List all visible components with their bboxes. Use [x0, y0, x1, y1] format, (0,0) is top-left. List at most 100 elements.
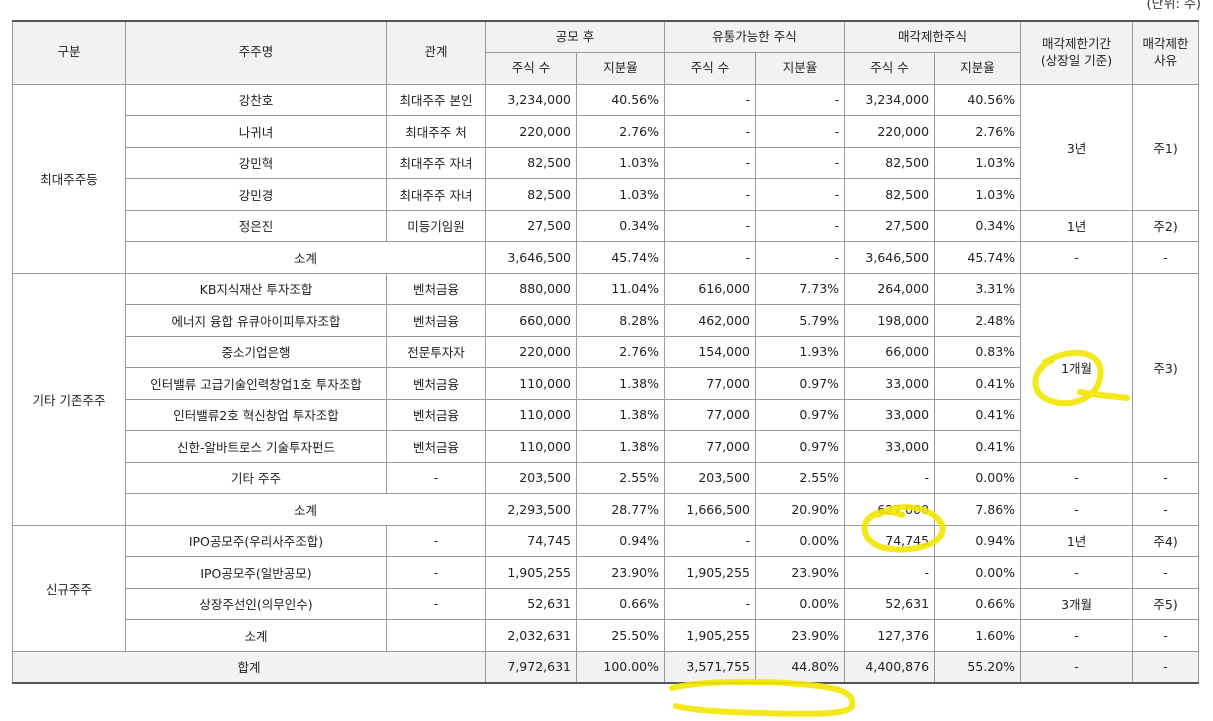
post-ipo-shares: 52,631: [485, 587, 577, 620]
tradable-ratio: 0.97%: [755, 430, 846, 463]
table-row: 강민경 최대주주 자녀 82,500 1.03% - - 82,500 1.03…: [13, 178, 1199, 211]
tradable-shares: -: [664, 524, 757, 557]
post-ipo-shares: 110,000: [485, 430, 577, 463]
relation-cell: 벤처금융: [386, 304, 486, 337]
restricted-ratio: 0.94%: [934, 524, 1022, 557]
total-label: 합계: [12, 650, 486, 683]
restricted-shares: 27,500: [844, 209, 936, 242]
post-ipo-ratio: 23.90%: [575, 556, 666, 589]
restricted-shares: 3,234,000: [844, 83, 936, 116]
tradable-shares: 1,666,500: [664, 493, 757, 526]
tradable-ratio: -: [755, 178, 846, 211]
header-restricted: 매각제한주식: [844, 20, 1022, 53]
restricted-shares: 627,000: [844, 493, 936, 526]
tradable-shares: 3,571,755: [664, 650, 757, 683]
post-ipo-ratio: 40.56%: [575, 83, 666, 116]
relation-cell: 최대주주 처: [386, 115, 486, 148]
subtotal-row: 소계 3,646,500 45.74% - - 3,646,500 45.74%…: [13, 241, 1200, 274]
restricted-shares: 33,000: [844, 398, 936, 431]
restricted-ratio: 0.41%: [934, 367, 1022, 400]
post-ipo-ratio: 45.74%: [575, 241, 666, 274]
post-ipo-ratio: 0.66%: [575, 587, 666, 620]
tradable-ratio: 0.00%: [755, 524, 846, 557]
restricted-ratio: 2.76%: [934, 115, 1022, 148]
restricted-shares: -: [844, 461, 936, 494]
shareholder-table: 구분 주주명 관계 공모 후 유통가능한 주식 매각제한주식 매각제한기간 (상…: [12, 20, 1200, 684]
tradable-shares: 203,500: [664, 461, 757, 494]
restriction-period: -: [1020, 461, 1134, 494]
restricted-ratio: 0.41%: [934, 430, 1022, 463]
relation-cell: 최대주주 본인: [386, 83, 486, 116]
relation-cell: -: [386, 556, 486, 589]
relation-cell: 벤처금융: [386, 430, 486, 463]
restricted-ratio: 1.03%: [934, 178, 1022, 211]
restriction-period: 3년: [1020, 83, 1134, 211]
tradable-ratio: 23.90%: [755, 556, 846, 589]
tradable-ratio: 0.97%: [755, 398, 846, 431]
header-ratio: 지분율: [934, 52, 1022, 85]
tradable-ratio: 2.55%: [755, 461, 846, 494]
restricted-ratio: 0.00%: [934, 461, 1022, 494]
tradable-shares: -: [664, 241, 757, 274]
tradable-shares: -: [664, 178, 757, 211]
tradable-ratio: 0.97%: [755, 367, 846, 400]
subtotal-label: 소계: [125, 493, 486, 526]
shareholder-name: 에너지 융합 유큐아이피투자조합: [125, 304, 387, 337]
table-row: IPO공모주(일반공모) - 1,905,255 23.90% 1,905,25…: [13, 556, 1200, 589]
restriction-reason: 주2): [1132, 209, 1200, 242]
post-ipo-shares: 7,972,631: [485, 650, 577, 683]
restriction-reason: -: [1132, 493, 1200, 526]
post-ipo-shares: 220,000: [485, 115, 577, 148]
table-row: 기타 기존주주 KB지식재산 투자조합 벤처금융 880,000 11.04% …: [12, 272, 1200, 526]
shareholder-name: IPO공모주(우리사주조합): [125, 524, 387, 557]
post-ipo-ratio: 1.03%: [575, 146, 666, 179]
restriction-period: -: [1020, 619, 1134, 652]
tradable-ratio: 1.93%: [755, 335, 846, 368]
tradable-shares: 77,000: [664, 430, 757, 463]
tradable-shares: 77,000: [664, 398, 757, 431]
shareholder-name: 인터밸류 고급기술인력창업1호 투자조합: [125, 367, 387, 400]
subtotal-label: 소계: [125, 241, 486, 274]
tradable-shares: -: [664, 115, 757, 148]
group-label: 기타 기존주주: [12, 272, 126, 526]
restricted-ratio: 0.66%: [934, 587, 1022, 620]
restricted-ratio: 3.31%: [934, 272, 1022, 305]
post-ipo-ratio: 8.28%: [575, 304, 666, 337]
highlight-underline-total: [669, 678, 856, 717]
restricted-shares: 198,000: [844, 304, 936, 337]
restriction-reason: -: [1132, 619, 1200, 652]
header-category: 구분: [12, 20, 126, 85]
restricted-shares: 4,400,876: [844, 650, 936, 683]
tradable-shares: 616,000: [664, 272, 757, 305]
header-post-ipo: 공모 후: [484, 20, 666, 53]
tradable-shares: 77,000: [664, 367, 757, 400]
relation-cell: -: [386, 524, 486, 557]
tradable-ratio: 44.80%: [755, 650, 846, 683]
post-ipo-ratio: 100.00%: [575, 650, 666, 683]
restriction-period: 1년: [1020, 524, 1134, 557]
post-ipo-ratio: 2.55%: [575, 461, 666, 494]
tradable-shares: 154,000: [664, 335, 757, 368]
post-ipo-ratio: 1.38%: [575, 367, 666, 400]
tradable-shares: 1,905,255: [664, 556, 757, 589]
table-row: 상장주선인(의무인수) - 52,631 0.66% - 0.00% 52,63…: [13, 587, 1200, 620]
restriction-reason: 주3): [1132, 272, 1200, 463]
post-ipo-shares: 3,646,500: [485, 241, 577, 274]
restricted-shares: 33,000: [844, 430, 936, 463]
post-ipo-shares: 220,000: [485, 335, 577, 368]
shareholder-name: 나귀녀: [125, 115, 387, 148]
restricted-shares: -: [844, 556, 936, 589]
restricted-shares: 3,646,500: [844, 241, 936, 274]
header-ratio: 지분율: [575, 52, 666, 85]
relation-cell: -: [386, 587, 486, 620]
subtotal-row: 소계 2,293,500 28.77% 1,666,500 20.90% 627…: [13, 493, 1200, 526]
tradable-shares: -: [664, 587, 757, 620]
post-ipo-ratio: 2.76%: [575, 115, 666, 148]
restriction-period: -: [1020, 650, 1134, 683]
restricted-ratio: 0.34%: [934, 209, 1022, 242]
relation-cell: -: [386, 461, 486, 494]
tradable-ratio: 0.00%: [755, 587, 846, 620]
shareholder-name: 중소기업은행: [125, 335, 387, 368]
relation-cell: 벤처금융: [386, 367, 486, 400]
restriction-period: -: [1020, 241, 1134, 274]
